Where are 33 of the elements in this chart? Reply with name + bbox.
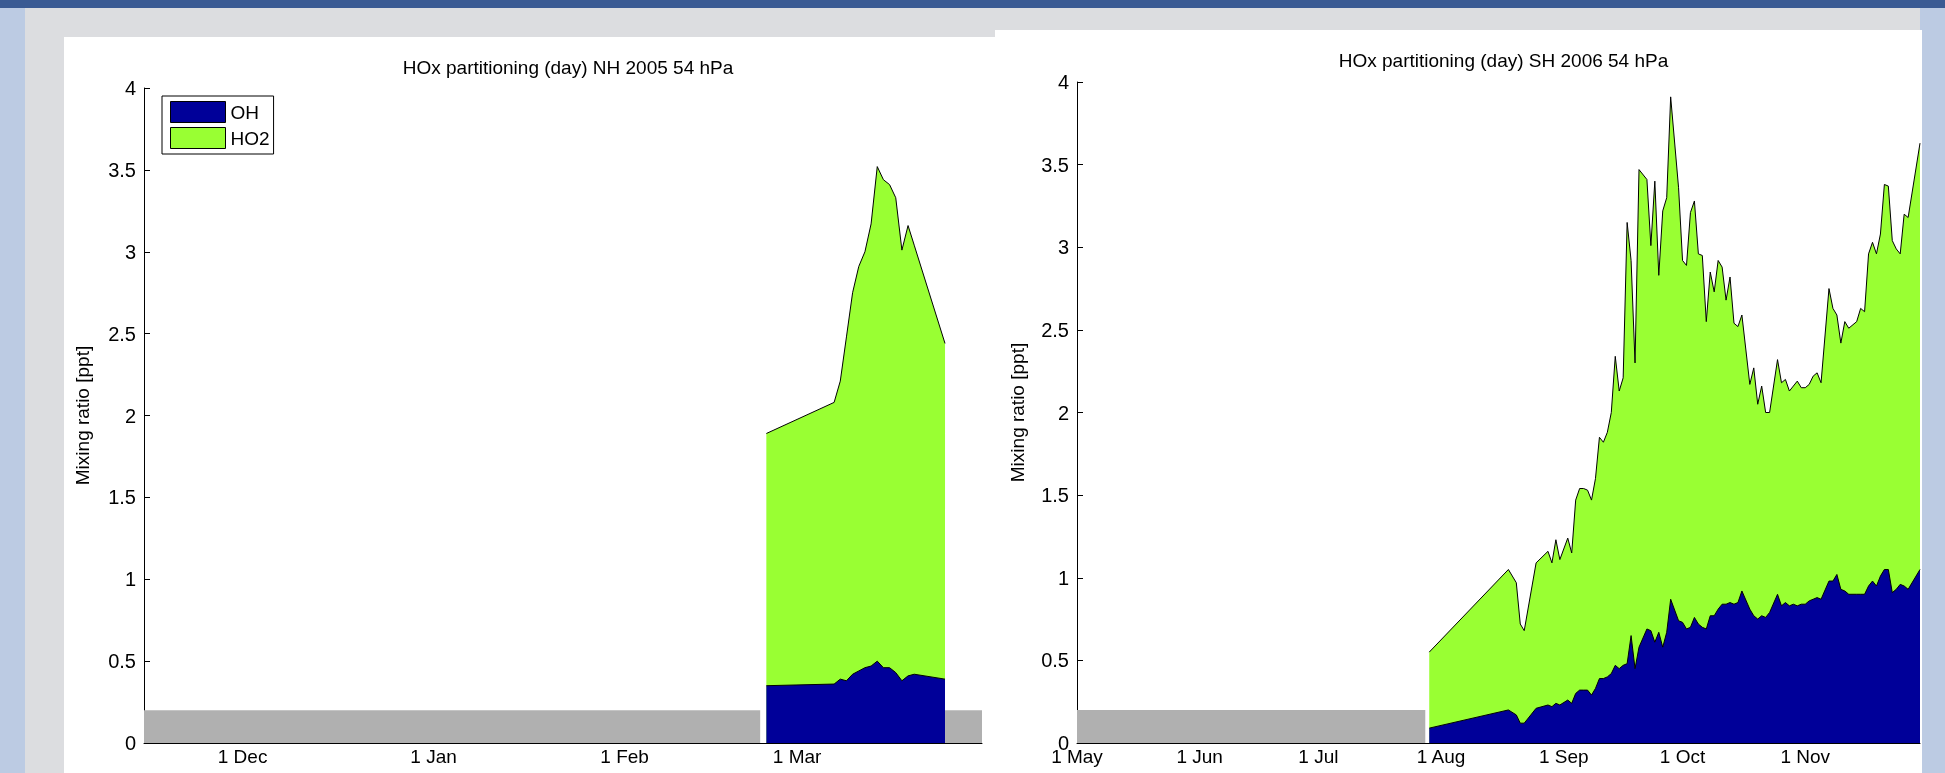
- y-tick-label: 3.5: [108, 158, 136, 181]
- y-tick-label: 0: [124, 732, 136, 754]
- x-tick-label: 1 Jan: [410, 746, 457, 767]
- y-axis-title: Mixing ratio [ppt]: [72, 345, 93, 486]
- y-tick-label: 2.5: [108, 322, 136, 345]
- y-tick-label: 2: [1057, 401, 1069, 424]
- y-tick-label: 1: [1057, 566, 1069, 589]
- y-tick-label: 3: [124, 240, 136, 263]
- chart-title: HOx partitioning (day) SH 2006 54 hPa: [1338, 50, 1669, 71]
- y-tick-label: 1.5: [108, 486, 136, 509]
- x-tick-label: 1 Dec: [217, 746, 268, 767]
- y-tick-label: 4: [124, 77, 136, 99]
- y-tick-label: 2.5: [1041, 318, 1069, 341]
- y-tick-label: 0.5: [1041, 649, 1069, 672]
- legend-label: OH: [230, 101, 259, 123]
- x-tick-label: 1 Nov: [1780, 746, 1831, 767]
- x-tick-label: 1 Jul: [1298, 746, 1339, 767]
- y-tick-label: 0.5: [108, 650, 136, 673]
- x-tick-label: 1 Jun: [1176, 746, 1223, 767]
- y-tick-label: 4: [1057, 71, 1069, 93]
- y-tick-label: 1: [124, 568, 136, 591]
- x-tick-label: 1 Oct: [1659, 746, 1706, 767]
- legend-label: HO2: [230, 127, 270, 149]
- y-tick-label: 3.5: [1041, 153, 1069, 176]
- chart-title: HOx partitioning (day) NH 2005 54 hPa: [402, 57, 734, 78]
- x-tick-label: 1 Feb: [600, 746, 649, 767]
- x-tick-label: 1 Aug: [1416, 746, 1466, 767]
- x-tick-label: 1 Mar: [772, 746, 823, 767]
- y-axis-title: Mixing ratio [ppt]: [1007, 342, 1028, 483]
- y-tick-label: 2: [124, 404, 136, 427]
- x-tick-label: 1 Sep: [1538, 746, 1589, 767]
- y-tick-label: 3: [1057, 236, 1069, 259]
- y-tick-label: 1.5: [1041, 484, 1069, 507]
